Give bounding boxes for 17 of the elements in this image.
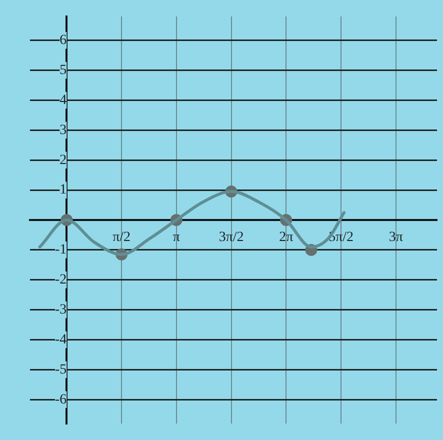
x-tick-label: 3π <box>388 230 403 246</box>
x-tick-label: π/2 <box>112 230 131 246</box>
y-tick-label: -4 <box>55 332 67 348</box>
y-tick-label: -1 <box>55 242 67 258</box>
x-tick-label: π <box>172 230 180 246</box>
y-tick-label: -3 <box>55 302 67 318</box>
y-tick-label: 3 <box>60 122 67 138</box>
y-tick-label: 5 <box>60 62 67 78</box>
y-tick-label: -6 <box>55 392 67 408</box>
y-tick-label: 4 <box>60 92 67 108</box>
y-tick-label: 1 <box>60 182 67 198</box>
x-tick-label: 3π/2 <box>218 230 244 246</box>
y-tick-label: -2 <box>55 272 67 288</box>
x-tick-label: 2π <box>279 230 294 246</box>
y-tick-label: -5 <box>55 362 67 378</box>
y-tick-label: 2 <box>60 152 67 168</box>
y-tick-label: 6 <box>60 33 67 48</box>
